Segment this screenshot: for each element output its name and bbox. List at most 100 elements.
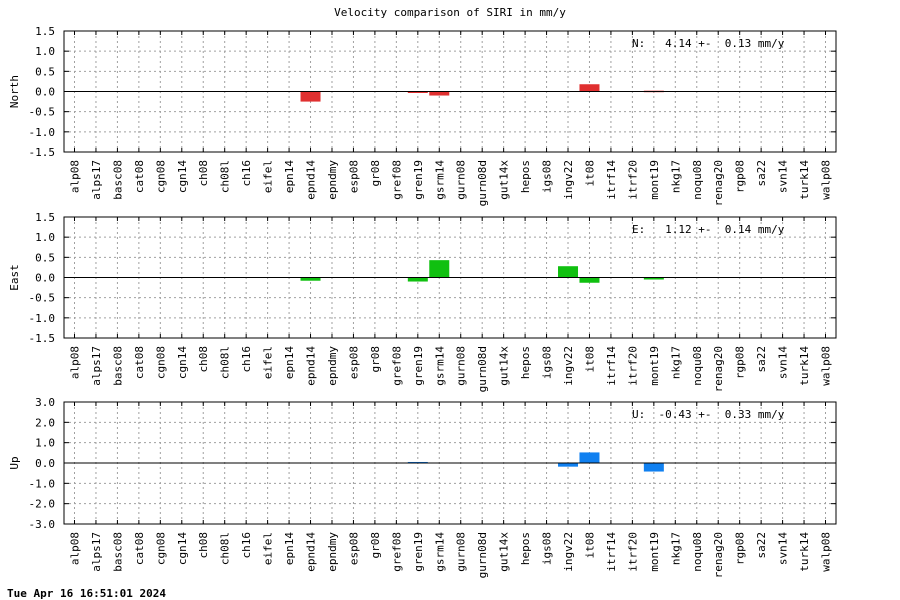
- x-tick-label: gref08: [390, 160, 403, 200]
- x-tick-label: epnd14: [305, 532, 318, 572]
- bar-ingv22: [558, 463, 579, 467]
- x-tick-label: basc08: [111, 532, 124, 572]
- x-tick-label: noqu08: [691, 346, 704, 386]
- y-tick-label: 0.5: [35, 65, 55, 78]
- y-tick-label: 1.0: [35, 231, 55, 244]
- x-tick-label: gr08: [369, 160, 382, 187]
- y-axis-label: North: [8, 75, 21, 108]
- x-tick-label: gren19: [412, 346, 425, 386]
- y-axis-label: East: [8, 264, 21, 291]
- x-tick-label: ch16: [240, 532, 253, 559]
- x-tick-label: gut14x: [498, 160, 511, 200]
- bar-it08: [579, 277, 600, 283]
- x-tick-label: ch08l: [219, 346, 232, 379]
- x-tick-label: gurn08: [455, 346, 468, 386]
- bar-mont19: [643, 463, 664, 472]
- y-tick-label: -3.0: [29, 518, 56, 531]
- x-tick-label: igs08: [541, 346, 554, 379]
- x-tick-label: hepos: [519, 160, 532, 193]
- velocity-annotation: N: 4.14 +- 0.13 mm/y: [632, 37, 785, 50]
- y-tick-label: 1.5: [35, 25, 55, 38]
- y-tick-label: 0.0: [35, 457, 55, 470]
- x-tick-label: walp08: [820, 346, 833, 386]
- y-tick-label: 2.0: [35, 416, 55, 429]
- x-tick-label: gsrm14: [433, 346, 446, 386]
- x-tick-label: esp08: [347, 160, 360, 193]
- x-tick-label: eifel: [262, 160, 275, 193]
- bar-it08: [579, 452, 600, 463]
- x-tick-label: itrf14: [605, 160, 618, 200]
- x-tick-label: ch08l: [219, 160, 232, 193]
- y-tick-label: -1.0: [29, 126, 56, 139]
- bar-gren19: [407, 277, 428, 282]
- bar-epnd14: [300, 277, 321, 281]
- x-tick-label: nkg17: [669, 160, 682, 193]
- x-tick-label: cat08: [133, 160, 146, 193]
- y-tick-label: -0.5: [29, 292, 56, 305]
- bar-gren19: [407, 91, 428, 93]
- x-tick-label: epnd14: [305, 160, 318, 200]
- y-axis-label: Up: [8, 456, 21, 469]
- x-tick-label: epndmy: [326, 346, 339, 386]
- x-tick-label: mont19: [648, 532, 661, 572]
- x-tick-label: igs08: [541, 532, 554, 565]
- y-tick-label: -1.5: [29, 146, 56, 159]
- x-tick-label: gsrm14: [433, 532, 446, 572]
- x-tick-label: gurn08: [455, 160, 468, 200]
- x-tick-label: ch08l: [219, 532, 232, 565]
- x-tick-label: alp08: [69, 160, 82, 193]
- x-tick-label: noqu08: [691, 160, 704, 200]
- x-tick-label: svn14: [777, 532, 790, 565]
- x-tick-label: it08: [583, 160, 596, 187]
- bar-gsrm14: [429, 260, 450, 278]
- y-tick-label: -0.5: [29, 106, 56, 119]
- plot-frame: [63, 216, 837, 339]
- x-tick-label: ingv22: [562, 160, 575, 200]
- x-tick-label: esp08: [347, 532, 360, 565]
- x-tick-label: ch16: [240, 346, 253, 373]
- y-tick-label: 0.0: [35, 272, 55, 285]
- x-tick-label: itrf14: [605, 532, 618, 572]
- panel-up: -3.0 -2.0 -1.0 0.0 1.0 2.0 3.0 Up U: -0.43 +- 0.…: [8, 396, 837, 578]
- velocity-annotation: E: 1.12 +- 0.14 mm/y: [632, 223, 785, 236]
- x-tick-label: basc08: [111, 160, 124, 200]
- x-tick-label: it08: [583, 346, 596, 373]
- x-tick-label: eifel: [262, 346, 275, 379]
- plot-frame: [63, 401, 837, 525]
- x-tick-label: ch08: [197, 160, 210, 187]
- x-tick-label: epndmy: [326, 532, 339, 572]
- x-tick-label: basc08: [111, 346, 124, 386]
- x-tick-label: ch08: [197, 532, 210, 559]
- x-tick-label: gsrm14: [433, 160, 446, 200]
- x-tick-label: alp08: [69, 532, 82, 565]
- x-tick-label: rgp08: [734, 532, 747, 565]
- x-tick-label: cgn08: [154, 532, 167, 565]
- x-tick-label: renag20: [712, 532, 725, 578]
- x-tick-label: gurn08: [455, 532, 468, 572]
- x-tick-label: gref08: [390, 346, 403, 386]
- x-tick-label: epnd14: [305, 346, 318, 386]
- x-tick-label: epn14: [283, 532, 296, 565]
- x-tick-label: it08: [583, 532, 596, 559]
- velocity-annotation: U: -0.43 +- 0.33 mm/y: [632, 408, 785, 421]
- x-tick-label: mont19: [648, 160, 661, 200]
- x-tick-label: itrf20: [626, 160, 639, 200]
- x-tick-label: cgn08: [154, 346, 167, 379]
- x-tick-label: epn14: [283, 346, 296, 379]
- x-tick-label: turk14: [798, 346, 811, 386]
- x-tick-label: itrf14: [605, 346, 618, 386]
- x-tick-label: gr08: [369, 346, 382, 373]
- x-tick-label: mont19: [648, 346, 661, 386]
- x-tick-label: epn14: [283, 160, 296, 193]
- x-tick-label: gren19: [412, 532, 425, 572]
- x-tick-label: turk14: [798, 160, 811, 200]
- y-tick-label: -2.0: [29, 498, 56, 511]
- x-tick-label: turk14: [798, 532, 811, 572]
- x-tick-label: sa22: [755, 346, 768, 373]
- x-tick-label: hepos: [519, 346, 532, 379]
- x-tick-label: nkg17: [669, 346, 682, 379]
- y-tick-label: 1.5: [35, 211, 55, 224]
- x-tick-label: gren19: [412, 160, 425, 200]
- bar-epnd14: [300, 91, 321, 102]
- x-tick-label: itrf20: [626, 532, 639, 572]
